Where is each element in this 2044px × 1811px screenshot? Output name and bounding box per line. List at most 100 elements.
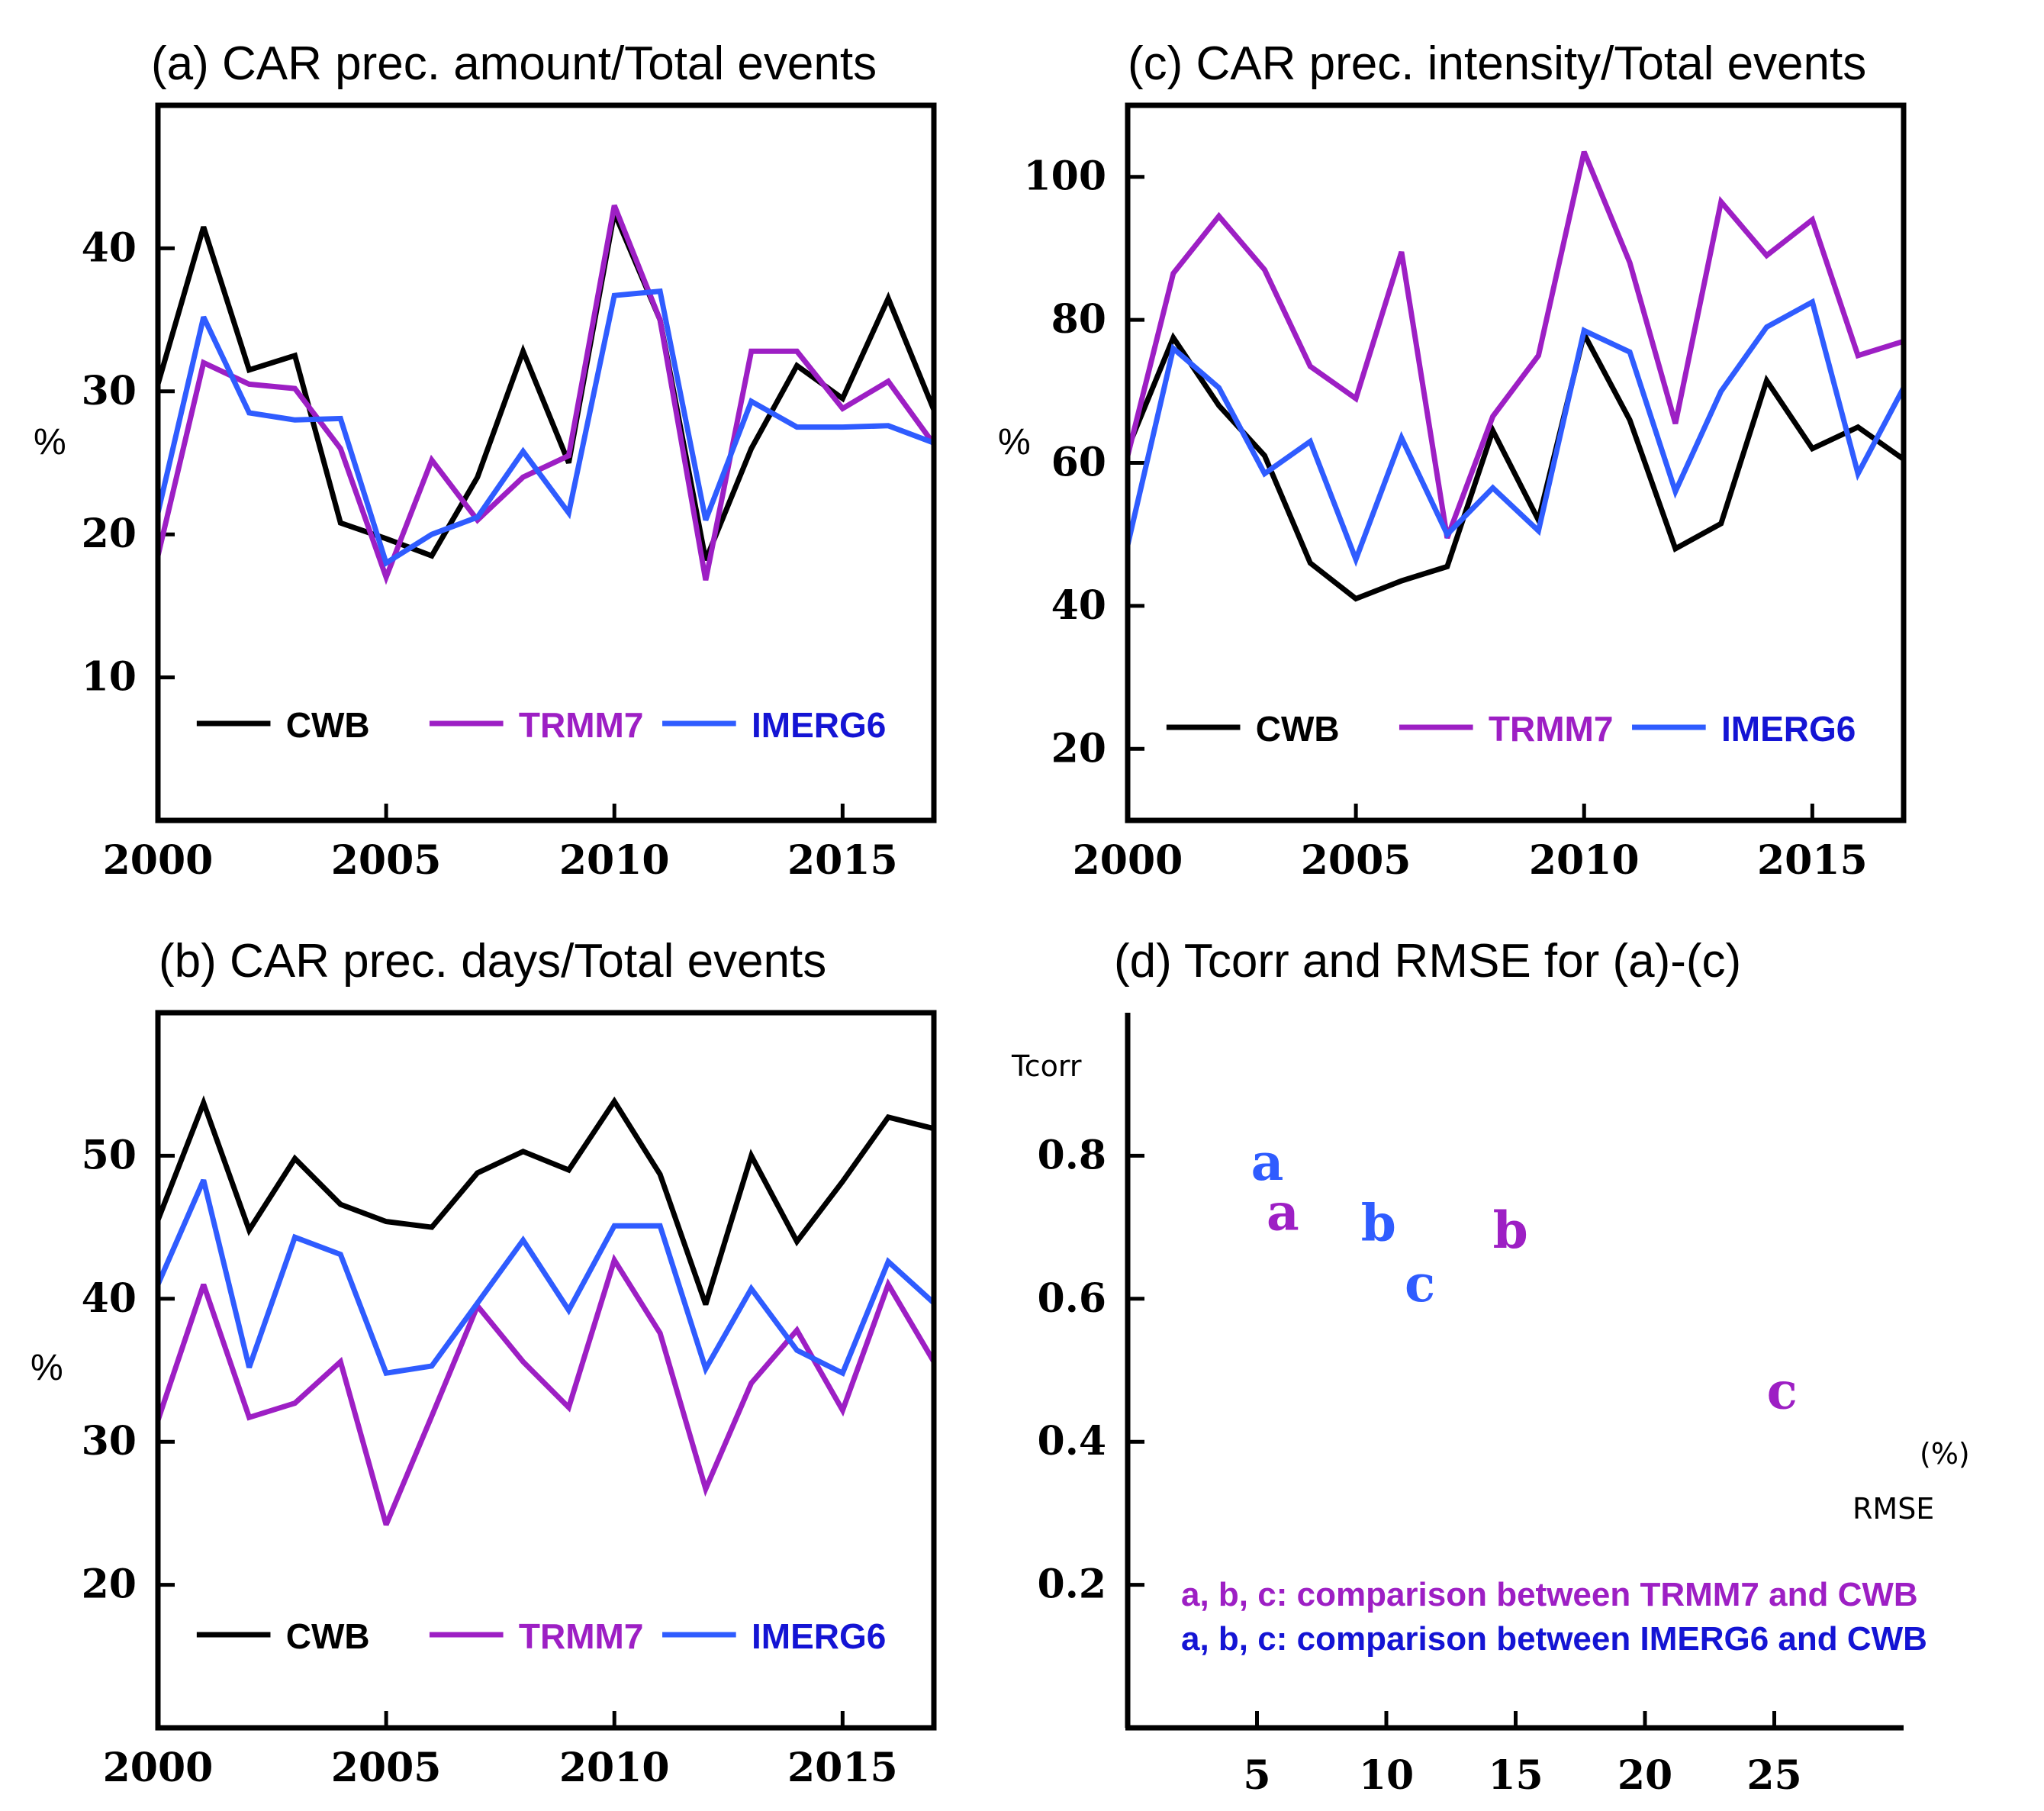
- point-imerg6-c: c: [1405, 1254, 1435, 1313]
- y-tick-label: 20: [82, 1561, 137, 1608]
- x-tick-label: 2010: [1529, 837, 1640, 884]
- y-tick-label: 80: [1051, 296, 1106, 343]
- data-point-cwb: [1401, 580, 1402, 582]
- data-point-trmm7: [1766, 255, 1768, 256]
- x-tick-label: 5: [1243, 1752, 1270, 1799]
- data-point-trmm7: [1218, 215, 1220, 217]
- point-trmm7-c: c: [1767, 1361, 1798, 1421]
- series-line-cwb: [155, 1095, 935, 1306]
- x-tick-label: 25: [1746, 1752, 1801, 1799]
- x-tick-label: 2000: [103, 837, 214, 884]
- data-point-imerg6: [203, 1179, 204, 1181]
- y-tick-label: 0.4: [1038, 1418, 1106, 1465]
- series-line-cwb: [1125, 327, 1906, 602]
- data-point-cwb: [477, 1172, 478, 1174]
- x-tick-label: 10: [1359, 1752, 1414, 1799]
- y-tick-label: 100: [1023, 153, 1106, 200]
- data-point-imerg6: [659, 291, 661, 292]
- panel-a-ylabel: %: [34, 422, 66, 462]
- series-line-trmm7: [155, 204, 936, 585]
- legend-label-trmm7: TRMM7: [519, 705, 644, 745]
- data-point-imerg6: [1537, 530, 1539, 532]
- data-point-imerg6: [385, 562, 387, 564]
- series-line-imerg6: [155, 288, 935, 568]
- data-point-trmm7: [1401, 251, 1402, 253]
- legend-label-imerg6: IMERG6: [752, 705, 886, 745]
- data-point-cwb: [1218, 405, 1220, 407]
- data-point-trmm7: [659, 319, 661, 321]
- data-point-trmm7: [1583, 151, 1585, 153]
- y-tick-label: 10: [82, 654, 137, 701]
- data-point-trmm7: [613, 1259, 615, 1261]
- data-point-imerg6: [751, 1288, 752, 1290]
- x-tick-label: 2015: [1757, 837, 1868, 884]
- legend-label-cwb: CWB: [1256, 709, 1340, 749]
- panel-d-ylabel: Tcorr: [1011, 1049, 1082, 1083]
- x-tick-label: 15: [1488, 1752, 1543, 1799]
- data-point-trmm7: [751, 350, 752, 352]
- point-trmm7-a: a: [1267, 1182, 1299, 1242]
- data-point-cwb: [1811, 448, 1813, 450]
- y-tick-label: 20: [1051, 725, 1106, 772]
- panel-c: (c) CAR prec. intensity/Total events % 2…: [998, 37, 1907, 884]
- point-imerg6-a: a: [1251, 1133, 1284, 1192]
- data-point-cwb: [1309, 562, 1311, 564]
- data-point-imerg6: [340, 1254, 341, 1255]
- data-point-imerg6: [705, 1368, 707, 1370]
- data-point-trmm7: [385, 1524, 387, 1526]
- x-tick-label: 2010: [559, 837, 670, 884]
- data-point-trmm7: [705, 1488, 707, 1490]
- plot-frame: [1125, 102, 1907, 823]
- data-point-cwb: [1766, 380, 1768, 382]
- y-tick-label: 0.2: [1038, 1561, 1106, 1608]
- data-point-trmm7: [1263, 269, 1265, 271]
- data-point-imerg6: [613, 295, 615, 296]
- panel-d-note-imerg6: a, b, c: comparison between IMERG6 and C…: [1181, 1620, 1927, 1658]
- legend-label-trmm7: TRMM7: [1489, 709, 1614, 749]
- panel-d-xlabel: RMSE: [1852, 1492, 1934, 1526]
- x-tick-label: 2005: [331, 1745, 442, 1791]
- data-point-imerg6: [1263, 473, 1265, 475]
- data-point-cwb: [477, 476, 478, 478]
- y-tick-label: 50: [82, 1132, 137, 1178]
- y-tick-label: 40: [1051, 582, 1106, 629]
- data-point-imerg6: [1309, 440, 1311, 442]
- panel-d-x-unit: (%): [1920, 1437, 1970, 1471]
- data-point-cwb: [842, 398, 843, 399]
- y-tick-label: 40: [82, 1275, 137, 1322]
- data-point-trmm7: [1857, 355, 1859, 356]
- data-point-trmm7: [1355, 398, 1357, 399]
- x-tick-label: 20: [1617, 1752, 1672, 1799]
- data-point-trmm7: [705, 579, 707, 581]
- y-tick-label: 20: [82, 511, 137, 557]
- data-point-cwb: [751, 1155, 752, 1156]
- data-point-imerg6: [1583, 330, 1585, 331]
- data-point-cwb: [568, 462, 569, 463]
- series-line-imerg6: [1125, 298, 1907, 567]
- legend-label-trmm7: TRMM7: [519, 1616, 644, 1656]
- panel-a: (a) CAR prec. amount/Total events % 10 20…: [34, 37, 937, 884]
- data-point-cwb: [203, 1102, 204, 1104]
- series-line-cwb: [155, 211, 937, 562]
- legend-label-imerg6: IMERG6: [752, 1616, 886, 1656]
- data-point-trmm7: [751, 1382, 752, 1384]
- data-point-trmm7: [1811, 219, 1813, 221]
- y-tick-label: 30: [82, 368, 137, 414]
- data-point-imerg6: [1401, 437, 1402, 439]
- x-tick-label: 2015: [787, 1745, 898, 1791]
- data-point-cwb: [340, 522, 341, 524]
- data-point-trmm7: [1309, 366, 1311, 367]
- y-tick-label: 40: [82, 224, 137, 271]
- data-point-imerg6: [431, 533, 433, 535]
- y-tick-label: 60: [1051, 440, 1106, 486]
- legend-label-imerg6: IMERG6: [1721, 709, 1856, 749]
- data-point-imerg6: [842, 1372, 843, 1374]
- data-point-trmm7: [340, 1361, 341, 1362]
- data-point-cwb: [659, 1174, 661, 1175]
- series-line-trmm7: [155, 1253, 937, 1526]
- panel-d-note-trmm7: a, b, c: comparison between TRMM7 and CW…: [1181, 1576, 1918, 1613]
- data-point-trmm7: [203, 1284, 204, 1285]
- data-point-cwb: [568, 1169, 569, 1171]
- data-point-imerg6: [887, 425, 889, 427]
